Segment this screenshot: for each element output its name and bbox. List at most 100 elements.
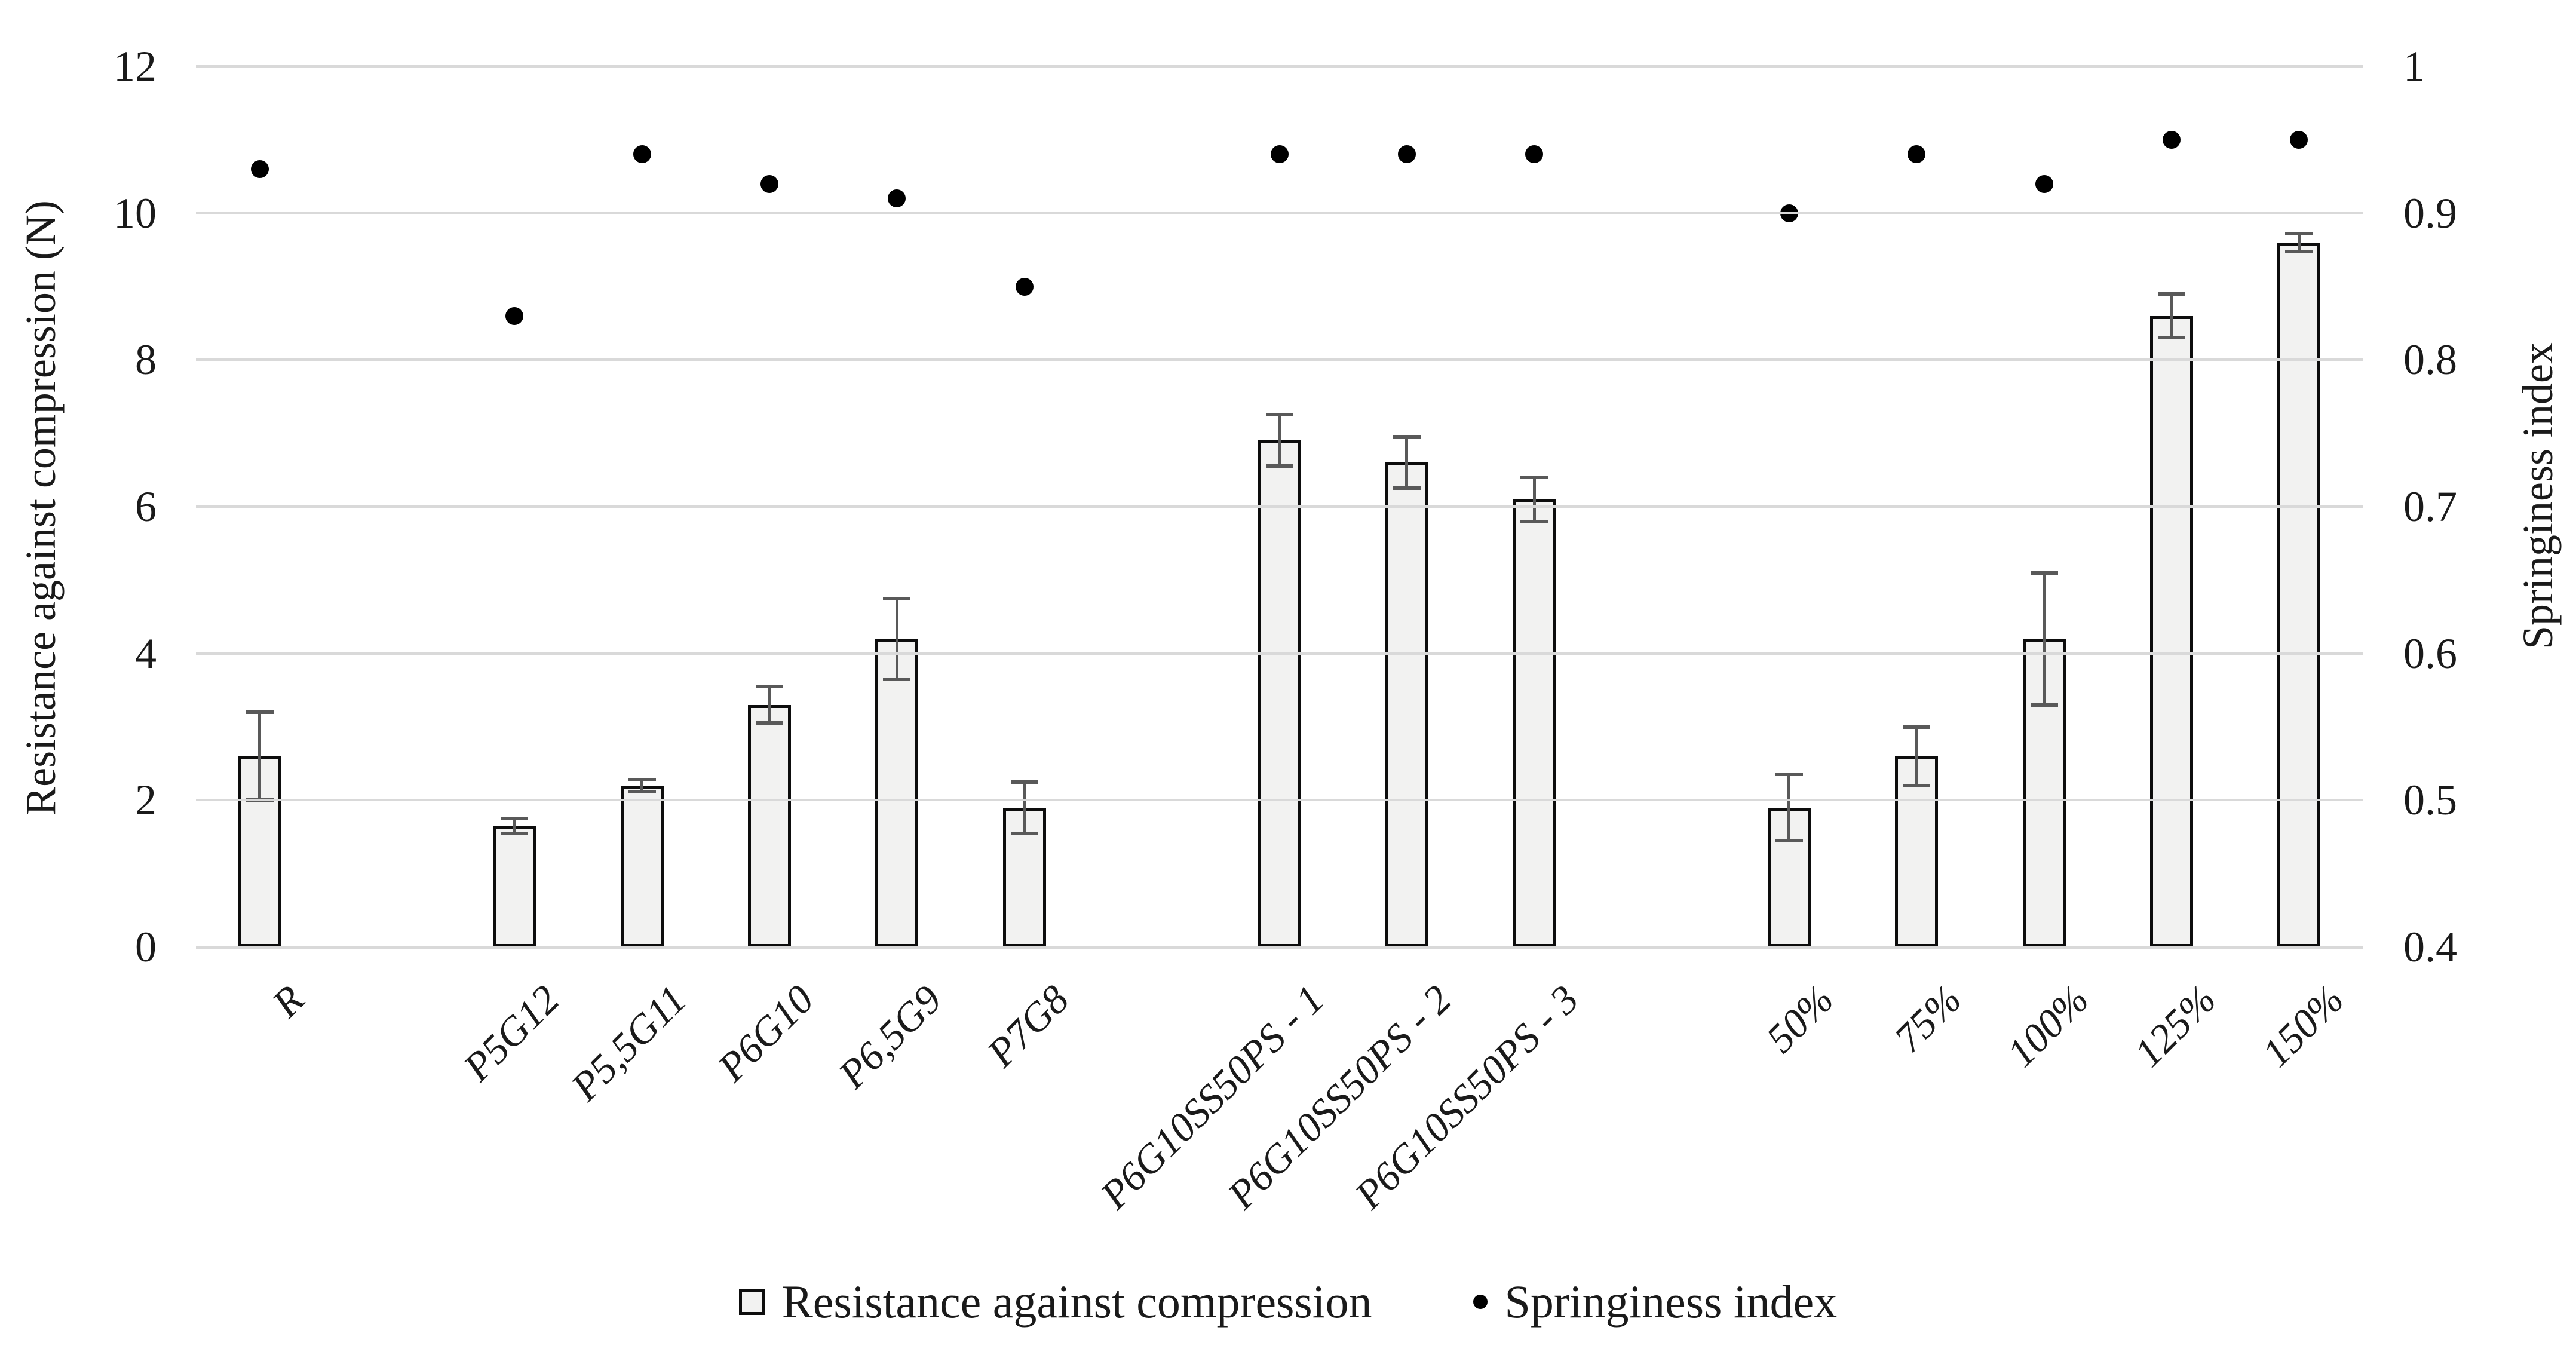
bar-125% bbox=[2149, 315, 2193, 947]
error-bar-cap-bottom bbox=[1520, 519, 1548, 523]
x-axis-label-P5G12: P5G12 bbox=[454, 976, 568, 1090]
error-bar-cap-top bbox=[1903, 725, 1931, 729]
error-bar-cap-top bbox=[1010, 780, 1038, 784]
springiness-dot-125% bbox=[2162, 130, 2181, 149]
error-bar-150% bbox=[2297, 234, 2301, 252]
left-axis-title: Resistance against compression (N) bbox=[17, 200, 65, 816]
x-axis-label-150%: 150% bbox=[2253, 976, 2353, 1076]
gridline bbox=[196, 652, 2363, 655]
x-axis-label-P7G8: P7G8 bbox=[978, 976, 1078, 1076]
springiness-dot-R bbox=[250, 160, 269, 178]
error-bar-P6G10SS50PS - 2 bbox=[1405, 437, 1409, 489]
gridline bbox=[196, 799, 2363, 802]
x-axis-label-P6G10: P6G10 bbox=[709, 976, 823, 1090]
x-axis-label-P6G10SS50PS - 3: P6G10SS50PS - 3 bbox=[1346, 976, 1588, 1218]
error-bar-P6G10SS50PS - 3 bbox=[1532, 477, 1536, 522]
error-bar-P6G10 bbox=[768, 686, 771, 724]
springiness-dot-P6G10SS50PS - 3 bbox=[1525, 145, 1544, 164]
bar-series-legend-marker-icon bbox=[738, 1289, 765, 1315]
left-axis-tick-label: 2 bbox=[135, 776, 157, 824]
x-axis-label-50%: 50% bbox=[1757, 976, 1842, 1062]
springiness-dot-P5,5G11 bbox=[633, 145, 651, 164]
error-bar-cap-bottom bbox=[628, 789, 656, 793]
error-bar-cap-top bbox=[2030, 571, 2058, 575]
bar-P6G10SS50PS - 1 bbox=[1258, 440, 1301, 947]
x-axis-label-R: R bbox=[263, 976, 313, 1026]
error-bar-cap-top bbox=[501, 817, 529, 821]
gridline bbox=[196, 505, 2363, 508]
error-bar-cap-bottom bbox=[2285, 249, 2313, 253]
error-bar-cap-bottom bbox=[1775, 838, 1803, 842]
springiness-dot-150% bbox=[2290, 130, 2308, 149]
legend-item-springiness: Springiness index bbox=[1473, 1279, 1837, 1325]
dot-series-legend-marker-icon bbox=[1473, 1295, 1488, 1309]
error-bar-125% bbox=[2170, 293, 2173, 338]
x-axis-label-P6G10SS50PS - 1: P6G10SS50PS - 1 bbox=[1091, 976, 1333, 1218]
error-bar-cap-top bbox=[883, 596, 911, 600]
error-bar-cap-top bbox=[1265, 413, 1293, 417]
right-axis-title: Springiness index bbox=[2514, 342, 2562, 649]
error-bar-cap-top bbox=[1520, 475, 1548, 479]
error-bar-cap-bottom bbox=[2030, 703, 2058, 707]
error-bar-P7G8 bbox=[1023, 781, 1026, 833]
error-bar-100% bbox=[2043, 572, 2046, 705]
error-bar-cap-top bbox=[246, 710, 274, 714]
error-bar-50% bbox=[1787, 774, 1791, 841]
error-bar-R bbox=[258, 712, 262, 801]
x-axis-label-P6G10SS50PS - 2: P6G10SS50PS - 2 bbox=[1219, 976, 1460, 1218]
bar-150% bbox=[2277, 242, 2321, 947]
x-axis-label-100%: 100% bbox=[1998, 976, 2097, 1076]
error-bar-cap-bottom bbox=[1265, 464, 1293, 468]
error-bar-cap-top bbox=[2157, 292, 2185, 296]
left-axis-tick-label: 12 bbox=[114, 42, 157, 90]
legend-item-resistance: Resistance against compression bbox=[738, 1276, 1372, 1328]
x-axis-label-75%: 75% bbox=[1885, 976, 1970, 1062]
error-bar-cap-bottom bbox=[883, 677, 911, 681]
springiness-dot-75% bbox=[1908, 145, 1926, 164]
x-axis-label-125%: 125% bbox=[2125, 976, 2225, 1076]
legend-label-springiness: Springiness index bbox=[1504, 1276, 1838, 1328]
right-axis-tick-label: 0.6 bbox=[2403, 629, 2457, 678]
right-axis-tick-label: 0.7 bbox=[2403, 483, 2457, 531]
gridline bbox=[196, 946, 2363, 949]
error-bar-cap-bottom bbox=[501, 831, 529, 835]
error-bar-cap-top bbox=[2285, 232, 2313, 236]
bar-P6G10SS50PS - 2 bbox=[1385, 462, 1428, 947]
gridline bbox=[196, 212, 2363, 214]
x-axis-label-P5,5G11: P5,5G11 bbox=[562, 976, 695, 1109]
gridline bbox=[196, 358, 2363, 361]
error-bar-P5,5G11 bbox=[640, 779, 644, 792]
error-bar-cap-top bbox=[628, 777, 656, 781]
left-axis-tick-label: 4 bbox=[135, 629, 157, 678]
error-bar-cap-bottom bbox=[1010, 831, 1038, 835]
error-bar-P6G10SS50PS - 1 bbox=[1278, 415, 1281, 467]
right-axis-tick-label: 0.8 bbox=[2403, 336, 2457, 384]
bar-P5G12 bbox=[493, 826, 536, 947]
left-axis-tick-label: 0 bbox=[135, 923, 157, 971]
springiness-dot-P6G10 bbox=[760, 174, 779, 193]
bar-P5,5G11 bbox=[620, 785, 664, 947]
springiness-dot-P7G8 bbox=[1015, 277, 1034, 296]
springiness-dot-P6G10SS50PS - 1 bbox=[1270, 145, 1289, 164]
gridline bbox=[196, 65, 2363, 68]
legend-label-resistance: Resistance against compression bbox=[781, 1276, 1372, 1328]
springiness-dot-100% bbox=[2035, 174, 2053, 193]
error-bar-P5G12 bbox=[513, 819, 516, 833]
springiness-dot-P5G12 bbox=[505, 306, 524, 325]
bar-P6G10 bbox=[748, 704, 792, 947]
x-axis-label-P6,5G9: P6,5G9 bbox=[829, 976, 950, 1098]
springiness-dot-P6,5G9 bbox=[888, 189, 906, 208]
error-bar-cap-bottom bbox=[1903, 783, 1931, 787]
left-axis-tick-label: 6 bbox=[135, 483, 157, 531]
legend: Resistance against compression Springine… bbox=[0, 1279, 2576, 1325]
left-axis-tick-label: 10 bbox=[114, 189, 157, 237]
error-bar-cap-bottom bbox=[756, 721, 784, 725]
right-axis-tick-label: 0.9 bbox=[2403, 189, 2457, 237]
error-bar-cap-top bbox=[1393, 435, 1421, 439]
right-axis-tick-label: 0.5 bbox=[2403, 776, 2457, 824]
error-bar-75% bbox=[1915, 727, 1918, 786]
bar-P6,5G9 bbox=[875, 639, 919, 947]
error-bar-cap-top bbox=[756, 684, 784, 688]
error-bar-P6,5G9 bbox=[895, 598, 898, 679]
